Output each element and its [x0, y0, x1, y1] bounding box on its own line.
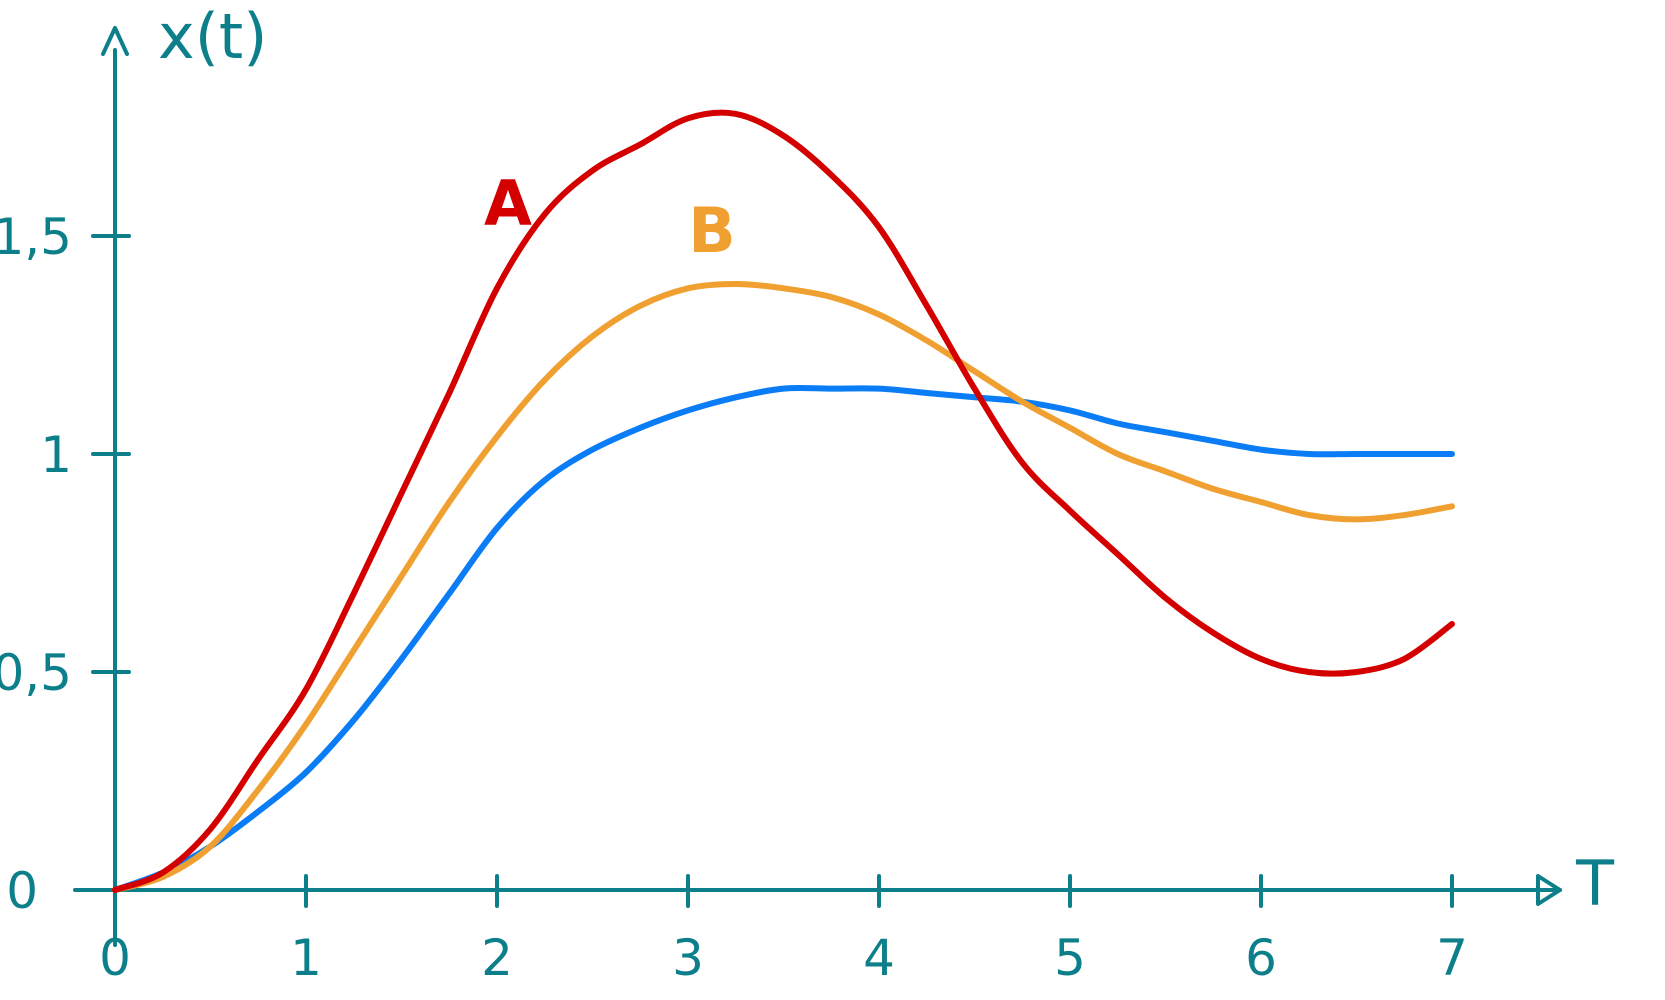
x-axis-arrow	[1536, 874, 1562, 906]
series-label-b: B	[688, 194, 735, 267]
series-line-blue	[112, 384, 1455, 893]
x-tick-label: 4	[863, 929, 895, 987]
x-tick-label: 1	[290, 929, 322, 987]
y-tick-label: 0,5	[0, 644, 72, 702]
series-label-a: A	[484, 167, 532, 240]
axes	[73, 26, 1562, 947]
series-line-a	[112, 109, 1455, 893]
x-ticks: 0 1 2 3 4 5 6 7	[99, 874, 1468, 987]
y-axis-arrow	[101, 26, 129, 56]
x-tick-label: 5	[1054, 929, 1086, 987]
y-tick-label: 1,5	[0, 208, 72, 266]
x-tick-label: 6	[1245, 929, 1277, 987]
x-axis-title: T	[1575, 847, 1615, 920]
series-line-b	[112, 281, 1455, 893]
y-tick-label: 0	[6, 862, 38, 920]
x-tick-label: 2	[481, 929, 513, 987]
series-layer	[112, 109, 1455, 893]
y-axis-title: x(t)	[158, 0, 267, 73]
x-tick-label: 7	[1436, 929, 1468, 987]
x-tick-label: 0	[99, 929, 131, 987]
y-tick-label: 1	[40, 426, 72, 484]
y-ticks: 0 0,5 1 1,5	[0, 208, 131, 920]
x-tick-label: 3	[672, 929, 704, 987]
